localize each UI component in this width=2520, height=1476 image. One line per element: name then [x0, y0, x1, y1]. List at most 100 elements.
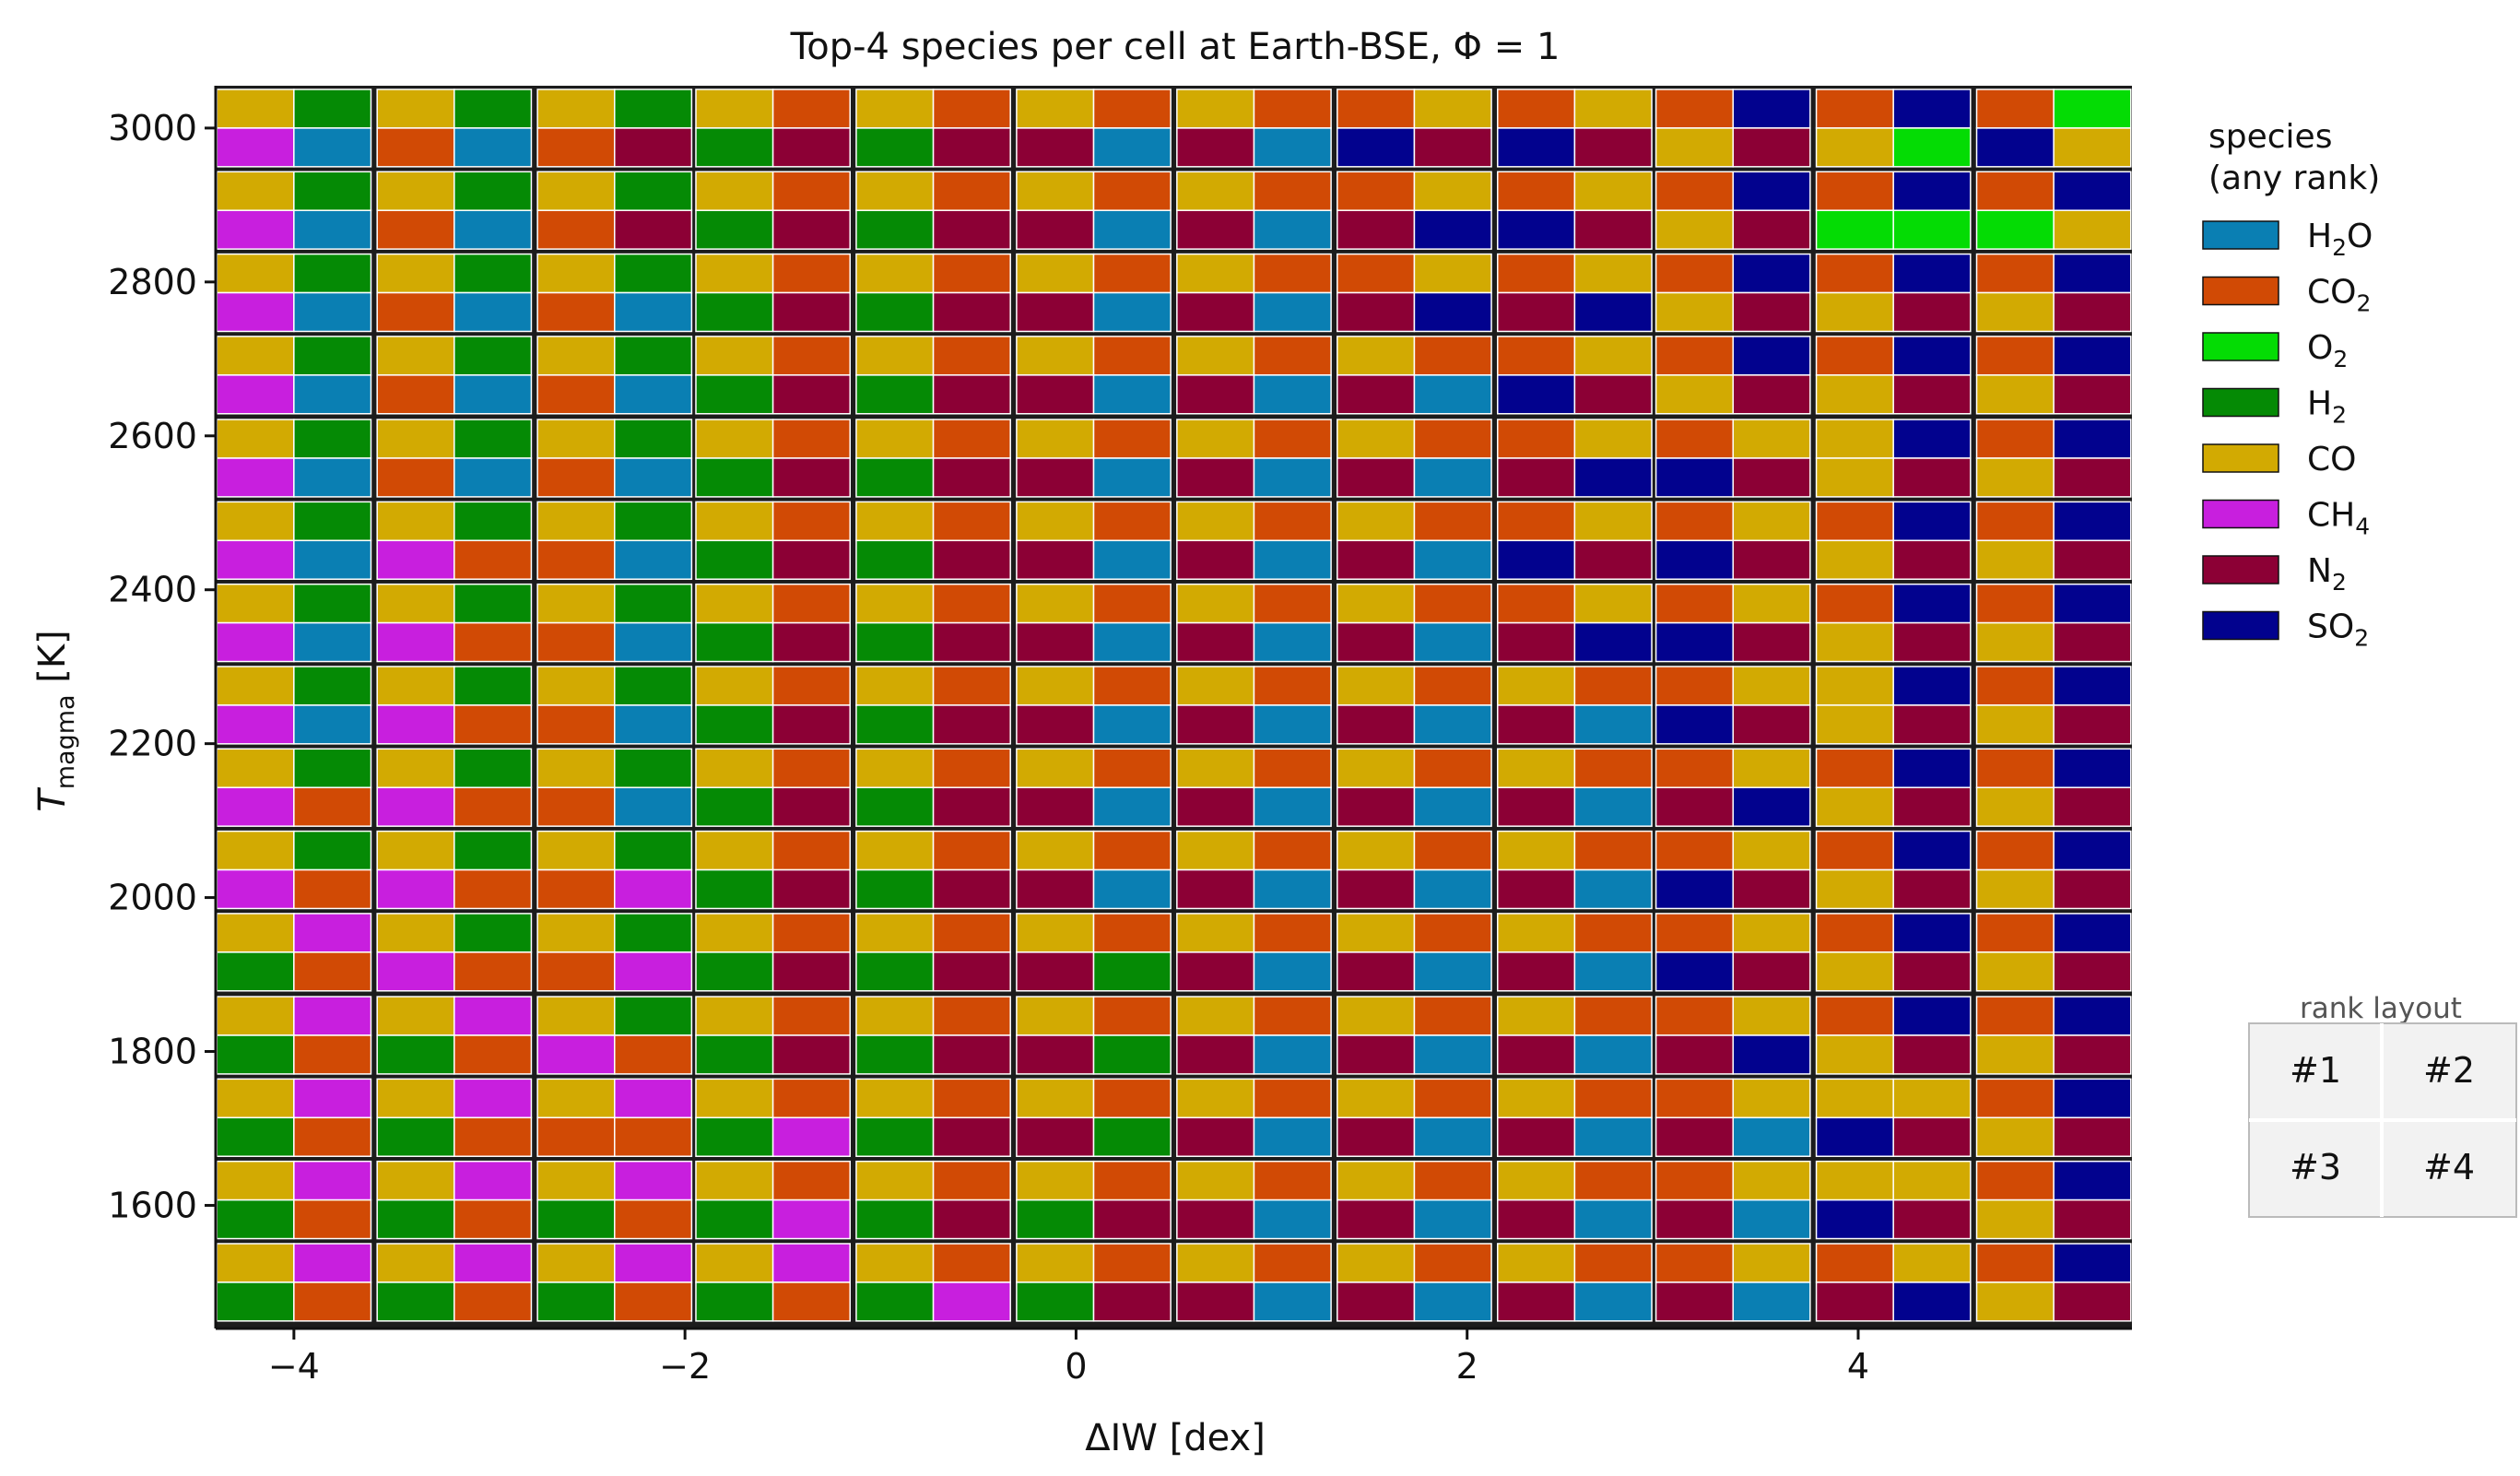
cell	[1497, 1243, 1653, 1322]
cell	[1016, 1160, 1172, 1240]
cell-rank-3-n2	[1337, 621, 1416, 663]
cell-rank-4-n2	[1732, 704, 1811, 745]
cell-rank-2-co2	[1413, 419, 1492, 459]
cell-rank-1-co	[695, 336, 774, 376]
legend-swatch	[2202, 555, 2279, 584]
cell-rank-3-h2	[855, 786, 935, 827]
cell-rank-4-n2	[2053, 1034, 2132, 1075]
cell-rank-3-n2	[1176, 786, 1255, 827]
cell-rank-1-co2	[1497, 253, 1576, 294]
cell-rank-3-co	[1815, 951, 1894, 992]
cell	[1176, 1160, 1332, 1240]
cell-rank-2-co2	[771, 830, 851, 871]
cell-rank-1-co	[695, 1078, 774, 1119]
cell-rank-1-co2	[1654, 830, 1734, 871]
cell-rank-3-h2	[855, 127, 935, 168]
cell-rank-3-co	[1815, 457, 1894, 498]
cell	[536, 830, 693, 910]
cell-rank-4-n2	[2053, 291, 2132, 333]
cell	[376, 1160, 533, 1240]
cell-rank-3-co2	[536, 951, 616, 992]
cell	[216, 748, 372, 827]
cell-rank-3-co	[1654, 374, 1734, 415]
cell	[376, 501, 533, 580]
cell-rank-4-n2	[771, 786, 851, 827]
legend-entry-ch4: CH4	[2202, 497, 2370, 540]
y-axis-label-main: T	[31, 786, 74, 812]
cell-rank-2-co	[1573, 89, 1653, 129]
cell-rank-1-co	[855, 171, 935, 211]
cell-rank-3-n2	[1337, 704, 1416, 745]
cell-rank-3-ch4	[376, 704, 455, 745]
cell-rank-4-n2	[771, 127, 851, 168]
cell-rank-2-h2	[293, 171, 372, 211]
cell	[1975, 1243, 2132, 1322]
cell-rank-4-n2	[1732, 374, 1811, 415]
cell-rank-1-co	[1497, 1243, 1576, 1283]
cell-rank-3-h2	[855, 374, 935, 415]
cell-rank-4-co2	[453, 1281, 533, 1322]
cell-rank-1-co	[855, 253, 935, 294]
cell-rank-1-co2	[1815, 996, 1894, 1036]
cell-rank-1-co	[536, 830, 616, 871]
cell-rank-2-co2	[1413, 830, 1492, 871]
cell-rank-3-h2	[695, 868, 774, 910]
cell-rank-1-co2	[1815, 748, 1894, 788]
legend-entry-so2: SO2	[2202, 608, 2369, 652]
cell-rank-4-h2o	[1253, 127, 1332, 168]
cell-rank-3-so2	[1654, 621, 1734, 663]
cell	[1016, 336, 1172, 415]
cell-rank-1-co	[376, 1078, 455, 1119]
cell	[1016, 830, 1172, 910]
cell	[376, 996, 533, 1075]
cell-rank-1-co	[855, 748, 935, 788]
cell-rank-4-n2	[2053, 704, 2132, 745]
cell-rank-4-co	[2053, 209, 2132, 250]
cell-rank-4-h2o	[614, 621, 693, 663]
cell-rank-3-n2	[1016, 1034, 1095, 1075]
cell-rank-3-n2	[1016, 786, 1095, 827]
cell-rank-4-n2	[1732, 209, 1811, 250]
cell-rank-1-co2	[1497, 336, 1576, 376]
cell	[1176, 830, 1332, 910]
cell-rank-3-n2	[1337, 539, 1416, 580]
cell	[1497, 748, 1653, 827]
y-tick-label: 2000	[108, 878, 197, 918]
y-tick-label: 2600	[108, 416, 197, 456]
cell-rank-3-so2	[1815, 1116, 1894, 1157]
cell-rank-1-co2	[1337, 89, 1416, 129]
cell-rank-4-n2	[932, 209, 1011, 250]
cell	[1975, 419, 2132, 498]
cell-rank-4-n2	[1732, 127, 1811, 168]
cell	[1016, 748, 1172, 827]
cell	[855, 1160, 1011, 1240]
cell-rank-3-h2	[695, 457, 774, 498]
cell	[695, 830, 851, 910]
cell-rank-4-o2	[1892, 127, 1972, 168]
cell-rank-1-co	[376, 336, 455, 376]
cell-rank-1-co	[1016, 1078, 1095, 1119]
cell-rank-3-n2	[1497, 457, 1576, 498]
cell-rank-2-h2	[453, 501, 533, 542]
cell-rank-2-co2	[1253, 666, 1332, 706]
cell-rank-2-h2	[614, 336, 693, 376]
cell-rank-1-co	[216, 913, 295, 953]
cell-rank-2-co2	[932, 748, 1011, 788]
cell-rank-1-co2	[1975, 666, 2055, 706]
cell-rank-2-co2	[932, 583, 1011, 624]
cell-rank-2-co2	[1573, 748, 1653, 788]
cell	[1654, 1160, 1811, 1240]
cell-rank-1-co	[536, 336, 616, 376]
cell-rank-3-ch4	[376, 868, 455, 910]
y-tick-label: 1800	[108, 1032, 197, 1072]
cell-rank-2-co2	[1092, 419, 1172, 459]
legend-swatch	[2202, 443, 2279, 473]
cell-rank-1-co2	[1654, 89, 1734, 129]
cell-rank-4-n2	[1892, 374, 1972, 415]
cell	[376, 830, 533, 910]
cell	[1815, 666, 1972, 745]
cell-rank-1-co	[855, 830, 935, 871]
cell-rank-3-h2	[855, 1281, 935, 1322]
cell-rank-2-co2	[1092, 583, 1172, 624]
cell-rank-3-h2	[855, 621, 935, 663]
